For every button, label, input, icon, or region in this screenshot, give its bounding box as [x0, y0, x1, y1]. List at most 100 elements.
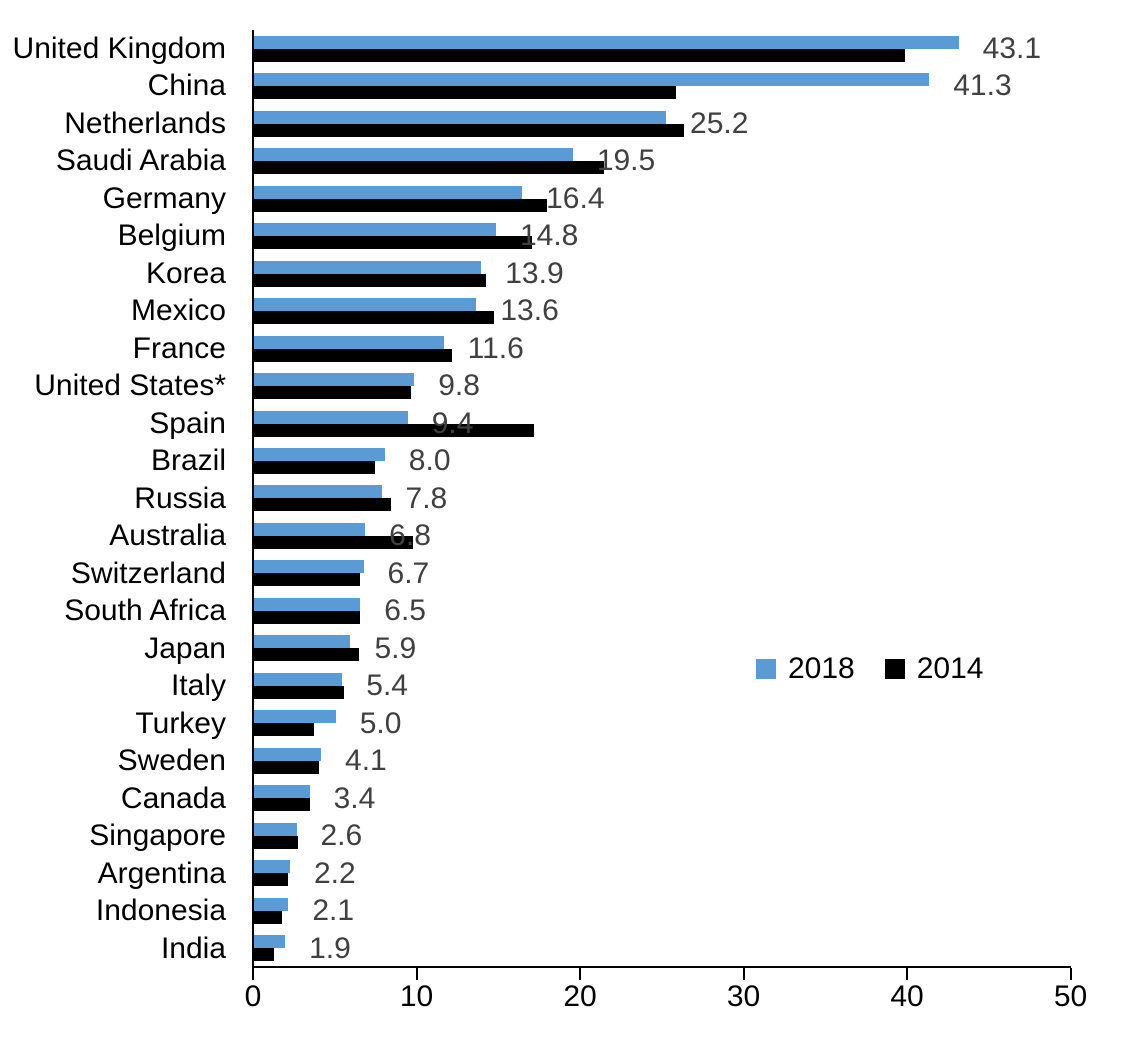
bar-2014	[254, 161, 604, 175]
category-label: Netherlands	[64, 106, 226, 140]
data-label: 5.9	[374, 631, 417, 665]
bar-2018	[254, 447, 385, 461]
category-label: Spain	[149, 406, 226, 440]
category-label: Turkey	[135, 706, 226, 740]
x-tick-mark	[579, 968, 581, 980]
bar-2014	[254, 86, 676, 100]
x-tick-label: 10	[399, 980, 434, 1013]
bar-2018	[254, 373, 415, 387]
bar-2018	[254, 35, 959, 49]
data-label: 13.9	[505, 256, 564, 290]
bar-2014	[254, 948, 274, 962]
bar-2018	[254, 298, 477, 312]
data-label: 5.0	[359, 706, 402, 740]
data-label: 19.5	[596, 144, 656, 178]
bar-2014	[254, 873, 289, 887]
category-label: Canada	[120, 781, 226, 815]
category-label: India	[160, 931, 226, 965]
bar-2018	[254, 597, 361, 611]
bar-2014	[254, 48, 905, 62]
x-tick-mark	[252, 968, 254, 980]
legend-label-2018: 2018	[788, 652, 855, 685]
data-label: 6.8	[389, 519, 431, 553]
bar-2018	[254, 672, 343, 686]
bar-2014	[254, 386, 411, 400]
x-axis-line	[252, 966, 1071, 968]
category-label: Switzerland	[70, 556, 226, 590]
bar-2018	[254, 897, 289, 911]
bar-2018	[254, 410, 408, 424]
bar-2014	[254, 760, 320, 774]
x-tick-label: 30	[726, 980, 761, 1013]
category-label: South Africa	[64, 594, 226, 628]
data-label: 4.1	[345, 744, 387, 778]
data-label: 14.8	[519, 219, 579, 253]
bar-2018	[254, 148, 573, 162]
x-tick-mark	[906, 968, 908, 980]
category-label: Brazil	[150, 444, 226, 478]
bar-2014	[254, 835, 299, 849]
bar-2014	[254, 498, 392, 512]
category-label: Australia	[109, 519, 226, 553]
bar-2018	[254, 747, 322, 761]
category-label: Indonesia	[95, 894, 226, 928]
data-label: 6.7	[387, 556, 430, 590]
bar-2014	[254, 348, 452, 362]
bar-2018	[254, 860, 290, 874]
bar-2018	[254, 485, 382, 499]
category-label: France	[132, 331, 226, 365]
legend: 2018 2014	[756, 652, 984, 685]
bar-2018	[254, 560, 364, 574]
x-tick-mark	[1069, 968, 1072, 980]
bar-2014	[254, 273, 487, 287]
bar-2018	[254, 73, 930, 87]
data-label: 3.4	[333, 781, 376, 815]
category-label: China	[147, 69, 226, 103]
bar-2018	[254, 785, 310, 799]
y-axis-line	[252, 30, 254, 968]
bar-2014	[254, 910, 282, 924]
category-label: Mexico	[130, 294, 226, 328]
bar-2014	[254, 236, 532, 250]
bar-2014	[254, 198, 547, 212]
category-label: Italy	[170, 669, 226, 703]
legend-swatch-2014	[884, 659, 905, 679]
bar-2018	[254, 335, 444, 349]
bar-2014	[254, 573, 361, 587]
bar-2018	[254, 710, 336, 724]
legend-item-2014: 2014	[884, 652, 984, 685]
data-label: 9.8	[438, 369, 480, 403]
data-label: 5.4	[366, 669, 408, 703]
data-label: 6.5	[384, 594, 426, 628]
data-label: 2.2	[313, 856, 356, 890]
x-tick-label: 50	[1053, 980, 1088, 1013]
legend-label-2014: 2014	[916, 652, 984, 685]
data-label: 11.6	[467, 331, 524, 365]
bar-2014	[254, 460, 375, 474]
bar-2014	[254, 798, 310, 812]
bar-2014	[254, 535, 413, 549]
legend-swatch-2018	[756, 659, 776, 679]
bar-2018	[254, 110, 667, 124]
x-tick-mark	[742, 968, 745, 980]
data-label: 16.4	[546, 181, 605, 215]
category-label: Singapore	[89, 819, 226, 853]
data-label: 25.2	[690, 106, 749, 140]
data-label: 7.8	[405, 481, 448, 515]
bar-2014	[254, 610, 361, 624]
bar-2014	[254, 123, 684, 137]
bar-2014	[254, 311, 495, 325]
bar-2014	[254, 648, 359, 662]
data-label: 9.4	[431, 406, 474, 440]
bar-2014	[254, 423, 534, 437]
category-label: Belgium	[117, 219, 226, 253]
bar-2014	[254, 723, 315, 737]
bar-2018	[254, 822, 297, 836]
bar-2018	[254, 185, 523, 199]
data-label: 1.9	[309, 931, 351, 965]
category-label: Germany	[102, 181, 226, 215]
category-label: United Kingdom	[12, 32, 226, 65]
bar-2014	[254, 685, 344, 699]
bar-2018	[254, 635, 351, 649]
